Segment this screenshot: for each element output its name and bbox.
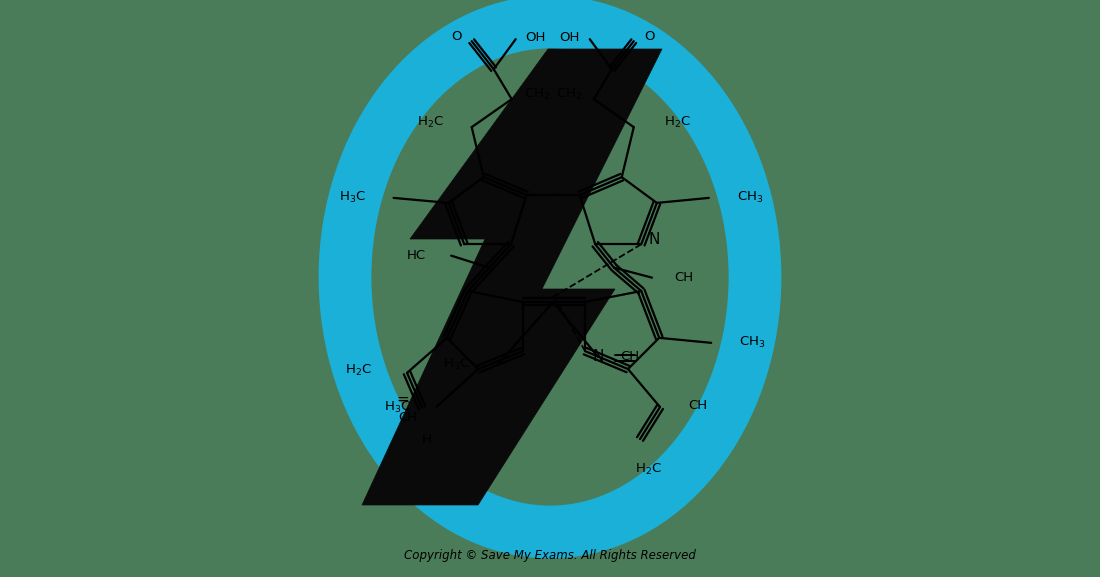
Text: H: H: [422, 433, 432, 447]
Text: $\mathregular{H_3C}$: $\mathregular{H_3C}$: [339, 190, 365, 205]
Text: O: O: [644, 29, 654, 43]
Text: $\mathregular{CH_2}$: $\mathregular{CH_2}$: [556, 87, 582, 102]
Text: $\mathregular{H_2C}$: $\mathregular{H_2C}$: [345, 364, 372, 379]
Text: N: N: [648, 232, 660, 247]
Text: N: N: [592, 349, 604, 364]
Text: $\mathregular{CH_3}$: $\mathregular{CH_3}$: [737, 190, 763, 205]
Polygon shape: [362, 49, 662, 505]
Text: $\mathregular{=}$: $\mathregular{=}$: [394, 390, 410, 405]
Text: OH: OH: [560, 31, 580, 44]
Text: Copyright © Save My Exams. All Rights Reserved: Copyright © Save My Exams. All Rights Re…: [404, 549, 696, 561]
Text: $\mathregular{H_3C}$: $\mathregular{H_3C}$: [443, 357, 470, 372]
Text: CH: CH: [674, 271, 693, 284]
Text: $\mathregular{H_2C}$: $\mathregular{H_2C}$: [663, 115, 691, 130]
Text: $\mathregular{CH_3}$: $\mathregular{CH_3}$: [739, 335, 766, 350]
Text: $\mathregular{H_2C}$: $\mathregular{H_2C}$: [417, 115, 443, 130]
Text: CH: CH: [620, 350, 639, 364]
Text: OH: OH: [526, 31, 546, 44]
Text: CH: CH: [688, 399, 707, 411]
Text: $\mathregular{CH_2}$: $\mathregular{CH_2}$: [524, 87, 550, 102]
Text: $\mathregular{H_3C}$: $\mathregular{H_3C}$: [384, 399, 411, 415]
Text: CH: CH: [398, 411, 417, 424]
Text: HC: HC: [407, 249, 426, 262]
Text: $\mathregular{H_2C}$: $\mathregular{H_2C}$: [635, 462, 661, 477]
Text: O: O: [451, 29, 462, 43]
